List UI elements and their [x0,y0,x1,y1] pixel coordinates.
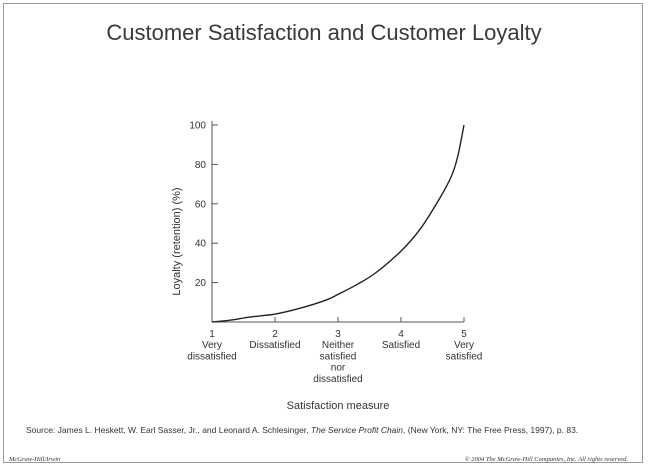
x-tick-label: 5 Very satisfied [446,329,483,362]
footer-publisher: McGraw-Hill/Irwin [9,456,61,463]
y-tick-label: 40 [195,239,207,250]
x-tick-label-line: dissatisfied [313,374,362,385]
source-book-title: The Service Profit Chain [310,425,404,435]
x-tick-label-line: nor [331,363,346,374]
x-tick-label-line: Satisfied [382,340,420,351]
loyalty-curve [211,124,465,323]
x-tick-label: 3 Neither satisfied nor dissatisfied [313,329,362,385]
x-tick-label-line: satisfied [320,351,357,362]
x-tick-label-line: Dissatisfied [249,340,300,351]
x-tick-label-line: Very [454,340,474,351]
y-axis-title: Loyalty (retention) (%) [171,187,183,295]
y-tick-label: 80 [195,160,207,171]
y-tick-label: 60 [195,199,207,210]
x-tick-label-line: Very [202,340,222,351]
source-prefix: Source: James L. Heskett, W. Earl Sasser… [26,425,311,435]
x-tick-label-line: Neither [322,340,355,351]
slide-title: Customer Satisfaction and Customer Loyal… [106,20,542,45]
x-tick-label-line: 2 [272,329,278,340]
x-tick-label-line: 4 [398,329,404,340]
x-tick-label-line: 5 [461,329,467,340]
x-tick-label: 1 Very dissatisfied [187,329,236,362]
y-tick-label: 100 [189,121,206,132]
x-tick-label-line: 3 [335,329,341,340]
x-tick-label: 2 Dissatisfied [249,329,300,351]
source-suffix: , (New York, NY: The Free Press, 1997), … [403,425,579,435]
slide: Customer Satisfaction and Customer Loyal… [3,3,643,463]
x-tick-label-line: dissatisfied [187,351,236,362]
y-tick-label: 20 [195,278,207,289]
x-tick-label: 4 Satisfied [382,329,420,351]
source-citation: Source: James L. Heskett, W. Earl Sasser… [26,425,578,435]
x-tick-label-line: satisfied [446,351,483,362]
x-tick-label-line: 1 [209,329,215,340]
x-axis-title: Satisfaction measure [287,400,390,412]
footer-copyright: © 2004 The McGraw-Hill Companies, Inc. A… [464,456,628,463]
